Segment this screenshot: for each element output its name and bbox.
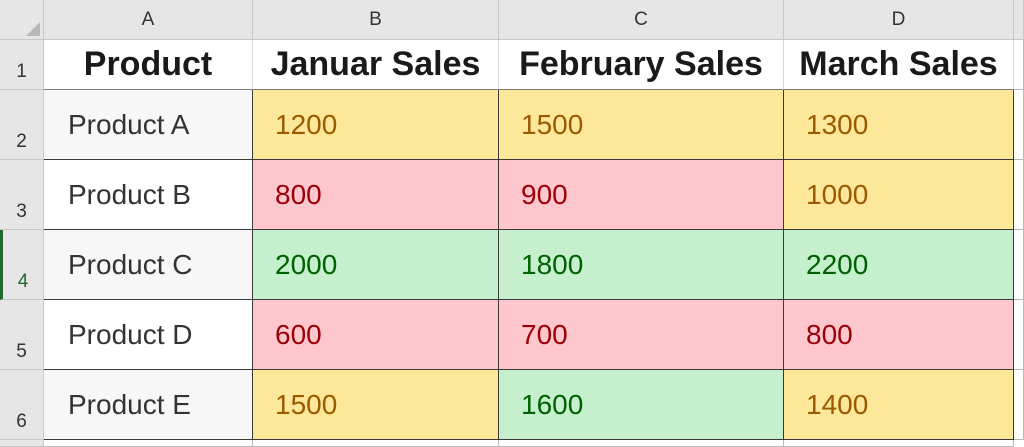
cell-e4[interactable] bbox=[1014, 230, 1024, 300]
cell-product-b[interactable]: Product B bbox=[44, 160, 253, 230]
select-all-corner[interactable] bbox=[0, 0, 44, 40]
row-header-6[interactable]: 6 bbox=[0, 370, 44, 440]
row-header-4[interactable]: 4 bbox=[0, 230, 44, 300]
cell-c5[interactable]: 700 bbox=[499, 300, 784, 370]
cell-b2[interactable]: 1200 bbox=[253, 90, 499, 160]
cell-d7[interactable] bbox=[784, 440, 1014, 447]
header-january-sales[interactable]: Januar Sales bbox=[253, 40, 499, 90]
select-all-triangle-icon bbox=[26, 22, 40, 36]
cell-d2[interactable]: 1300 bbox=[784, 90, 1014, 160]
cell-c3[interactable]: 900 bbox=[499, 160, 784, 230]
cell-e6[interactable] bbox=[1014, 370, 1024, 440]
cell-c2[interactable]: 1500 bbox=[499, 90, 784, 160]
row-header-5[interactable]: 5 bbox=[0, 300, 44, 370]
cell-b5[interactable]: 600 bbox=[253, 300, 499, 370]
row-header-1[interactable]: 1 bbox=[0, 40, 44, 90]
column-header-a[interactable]: A bbox=[44, 0, 253, 40]
cell-b3[interactable]: 800 bbox=[253, 160, 499, 230]
cell-a7[interactable] bbox=[44, 440, 253, 447]
column-header-b[interactable]: B bbox=[253, 0, 499, 40]
cell-d4[interactable]: 2200 bbox=[784, 230, 1014, 300]
column-header-e-partial[interactable] bbox=[1014, 0, 1024, 40]
cell-d3[interactable]: 1000 bbox=[784, 160, 1014, 230]
cell-e1[interactable] bbox=[1014, 40, 1024, 90]
cell-e5[interactable] bbox=[1014, 300, 1024, 370]
cell-product-c[interactable]: Product C bbox=[44, 230, 253, 300]
cell-product-d[interactable]: Product D bbox=[44, 300, 253, 370]
cell-product-a[interactable]: Product A bbox=[44, 90, 253, 160]
row-header-3[interactable]: 3 bbox=[0, 160, 44, 230]
cell-b6[interactable]: 1500 bbox=[253, 370, 499, 440]
cell-e2[interactable] bbox=[1014, 90, 1024, 160]
cell-e3[interactable] bbox=[1014, 160, 1024, 230]
header-february-sales[interactable]: February Sales bbox=[499, 40, 784, 90]
cell-product-e[interactable]: Product E bbox=[44, 370, 253, 440]
row-header-7-partial[interactable] bbox=[0, 440, 44, 447]
cell-b7[interactable] bbox=[253, 440, 499, 447]
column-header-c[interactable]: C bbox=[499, 0, 784, 40]
header-product[interactable]: Product bbox=[44, 40, 253, 90]
header-march-sales[interactable]: March Sales bbox=[784, 40, 1014, 90]
cell-c4[interactable]: 1800 bbox=[499, 230, 784, 300]
cell-b4[interactable]: 2000 bbox=[253, 230, 499, 300]
row-header-2[interactable]: 2 bbox=[0, 90, 44, 160]
cell-c7[interactable] bbox=[499, 440, 784, 447]
cell-d6[interactable]: 1400 bbox=[784, 370, 1014, 440]
cell-d5[interactable]: 800 bbox=[784, 300, 1014, 370]
column-header-d[interactable]: D bbox=[784, 0, 1014, 40]
cell-c6[interactable]: 1600 bbox=[499, 370, 784, 440]
